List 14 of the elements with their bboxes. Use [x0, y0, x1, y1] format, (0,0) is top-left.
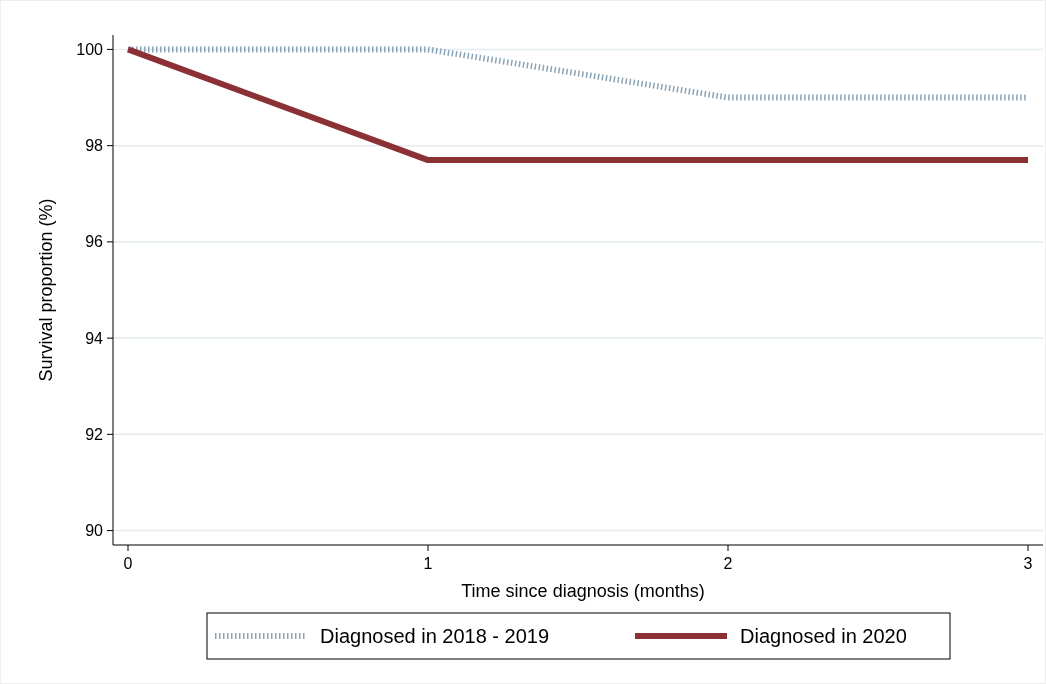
y-tick-label: 90 [85, 522, 104, 540]
x-tick-label: 3 [1023, 555, 1033, 572]
y-tick-label: 100 [76, 41, 104, 59]
legend-label: Diagnosed in 2018 - 2019 [320, 625, 550, 647]
x-tick-label: 0 [123, 555, 133, 572]
x-tick-label: 2 [723, 555, 733, 572]
y-tick-label: 92 [85, 425, 104, 443]
y-tick-label: 98 [85, 137, 104, 155]
y-axis-title: Survival proportion (%) [36, 198, 56, 382]
x-axis-title: Time since diagnosis (months) [461, 581, 705, 601]
legend-label: Diagnosed in 2020 [740, 625, 907, 647]
y-tick-label: 96 [85, 233, 104, 251]
y-tick-label: 94 [85, 329, 104, 347]
x-tick-label: 1 [423, 555, 433, 572]
